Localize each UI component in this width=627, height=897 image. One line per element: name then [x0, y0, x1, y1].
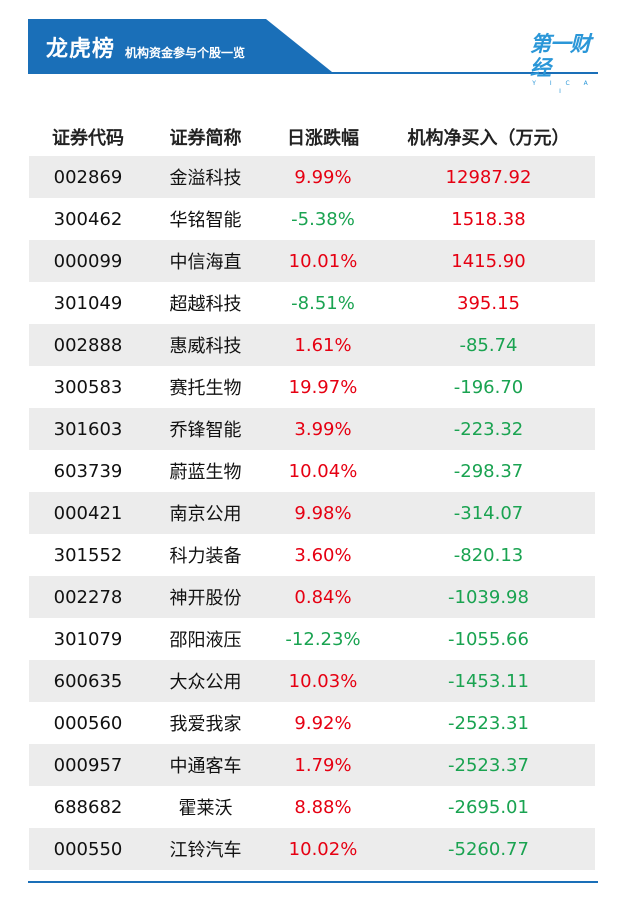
institution-net-buy: -2695.01: [448, 796, 529, 818]
table-row: 600635 大众公用 10.03% -1453.11: [29, 660, 595, 702]
daily-change: 10.04%: [288, 460, 358, 482]
table-row: 301552 科力装备 3.60% -820.13: [29, 534, 595, 576]
table-row: 603739 蔚蓝生物 10.04% -298.37: [29, 450, 595, 492]
institution-net-buy: -85.74: [459, 334, 518, 356]
daily-change: 10.01%: [288, 250, 358, 272]
table-row: 300462 华铭智能 -5.38% 1518.38: [29, 198, 595, 240]
table-header: 证券代码 证券简称 日涨跌幅 机构净买入（万元）: [29, 118, 595, 156]
stock-name: 华铭智能: [169, 210, 242, 231]
daily-change: 9.99%: [294, 166, 352, 188]
stock-name: 南京公用: [169, 504, 242, 525]
institution-net-buy: -820.13: [453, 544, 524, 566]
institution-net-buy: -1039.98: [448, 586, 529, 608]
table-row: 000957 中通客车 1.79% -2523.37: [29, 744, 595, 786]
institution-net-buy: -2523.31: [448, 712, 529, 734]
institution-net-buy: 395.15: [457, 292, 520, 314]
daily-change: -12.23%: [285, 628, 361, 650]
table-row: 000550 江铃汽车 10.02% -5260.77: [29, 828, 595, 870]
column-header-change: 日涨跌幅: [287, 128, 359, 149]
stock-code: 300462: [53, 208, 123, 230]
table-row: 000421 南京公用 9.98% -314.07: [29, 492, 595, 534]
institution-net-buy: 12987.92: [445, 166, 532, 188]
daily-change: 0.84%: [294, 586, 352, 608]
stock-name: 邵阳液压: [169, 630, 242, 651]
table-row: 002869 金溢科技 9.99% 12987.92: [29, 156, 595, 198]
stock-code: 000550: [53, 838, 123, 860]
institution-net-buy: -2523.37: [448, 754, 529, 776]
stock-code: 000099: [53, 250, 123, 272]
stock-name: 江铃汽车: [169, 840, 242, 861]
table-row: 300583 赛托生物 19.97% -196.70: [29, 366, 595, 408]
stock-code: 000421: [53, 502, 123, 524]
logo-subtext: Y I C A I: [532, 80, 594, 95]
stock-code: 688682: [53, 796, 123, 818]
table-row: 002888 惠威科技 1.61% -85.74: [29, 324, 595, 366]
stock-name: 我爱我家: [169, 714, 242, 735]
table-row: 301049 超越科技 -8.51% 395.15: [29, 282, 595, 324]
table-row: 000560 我爱我家 9.92% -2523.31: [29, 702, 595, 744]
stock-name: 超越科技: [169, 294, 242, 315]
stock-name: 赛托生物: [169, 378, 242, 399]
table-row: 301079 邵阳液压 -12.23% -1055.66: [29, 618, 595, 660]
stock-name: 中信海直: [169, 252, 242, 273]
page-title: 龙虎榜: [46, 37, 116, 62]
stock-code: 301603: [53, 418, 123, 440]
stock-code: 002278: [53, 586, 123, 608]
daily-change: 8.88%: [294, 796, 352, 818]
table-row: 301603 乔锋智能 3.99% -223.32: [29, 408, 595, 450]
institution-net-buy: -5260.77: [448, 838, 529, 860]
brand-logo: 第一财经 Y I C A I: [530, 32, 596, 95]
stock-name: 乔锋智能: [169, 420, 242, 441]
page-subtitle: 机构资金参与个股一览: [125, 46, 246, 60]
stock-code: 000957: [53, 754, 123, 776]
stock-name: 金溢科技: [169, 168, 242, 189]
daily-change: 9.92%: [294, 712, 352, 734]
daily-change: 19.97%: [288, 376, 358, 398]
column-header-net-buy: 机构净买入（万元）: [407, 128, 570, 149]
daily-change: 1.61%: [294, 334, 352, 356]
footer-divider: [28, 881, 598, 883]
daily-change: 10.02%: [288, 838, 358, 860]
table-row: 000099 中信海直 10.01% 1415.90: [29, 240, 595, 282]
stock-name: 科力装备: [169, 546, 242, 567]
stock-code: 301079: [53, 628, 123, 650]
stock-name: 霍莱沃: [178, 798, 233, 819]
institution-net-buy: 1415.90: [451, 250, 526, 272]
daily-change: 3.99%: [294, 418, 352, 440]
stock-table: 证券代码 证券简称 日涨跌幅 机构净买入（万元） 002869 金溢科技 9.99%…: [29, 118, 595, 870]
institution-net-buy: -298.37: [453, 460, 524, 482]
institution-net-buy: -196.70: [453, 376, 524, 398]
stock-code: 301049: [53, 292, 123, 314]
stock-name: 神开股份: [169, 588, 242, 609]
stock-code: 300583: [53, 376, 123, 398]
stock-code: 603739: [53, 460, 123, 482]
column-header-code: 证券代码: [52, 128, 124, 149]
stock-name: 中通客车: [169, 756, 242, 777]
daily-change: -5.38%: [291, 208, 355, 230]
institution-net-buy: 1518.38: [451, 208, 526, 230]
stock-code: 600635: [53, 670, 123, 692]
column-header-name: 证券简称: [169, 128, 242, 149]
institution-net-buy: -1055.66: [448, 628, 529, 650]
stock-name: 蔚蓝生物: [169, 462, 242, 483]
stock-code: 301552: [53, 544, 123, 566]
stock-code: 002869: [53, 166, 123, 188]
stock-code: 000560: [53, 712, 123, 734]
table-body: 002869 金溢科技 9.99% 12987.92 300462 华铭智能 -5.38% 1…: [29, 156, 595, 870]
institution-net-buy: -223.32: [453, 418, 524, 440]
institution-net-buy: -1453.11: [448, 670, 529, 692]
institution-net-buy: -314.07: [453, 502, 524, 524]
daily-change: 9.98%: [294, 502, 352, 524]
daily-change: -8.51%: [291, 292, 355, 314]
daily-change: 10.03%: [288, 670, 358, 692]
daily-change: 1.79%: [294, 754, 352, 776]
logo-text: 第一财经: [530, 32, 591, 80]
stock-name: 惠威科技: [169, 336, 242, 357]
stock-code: 002888: [53, 334, 123, 356]
daily-change: 3.60%: [294, 544, 352, 566]
table-row: 002278 神开股份 0.84% -1039.98: [29, 576, 595, 618]
header-divider: [28, 72, 598, 74]
table-row: 688682 霍莱沃 8.88% -2695.01: [29, 786, 595, 828]
stock-name: 大众公用: [169, 672, 242, 693]
